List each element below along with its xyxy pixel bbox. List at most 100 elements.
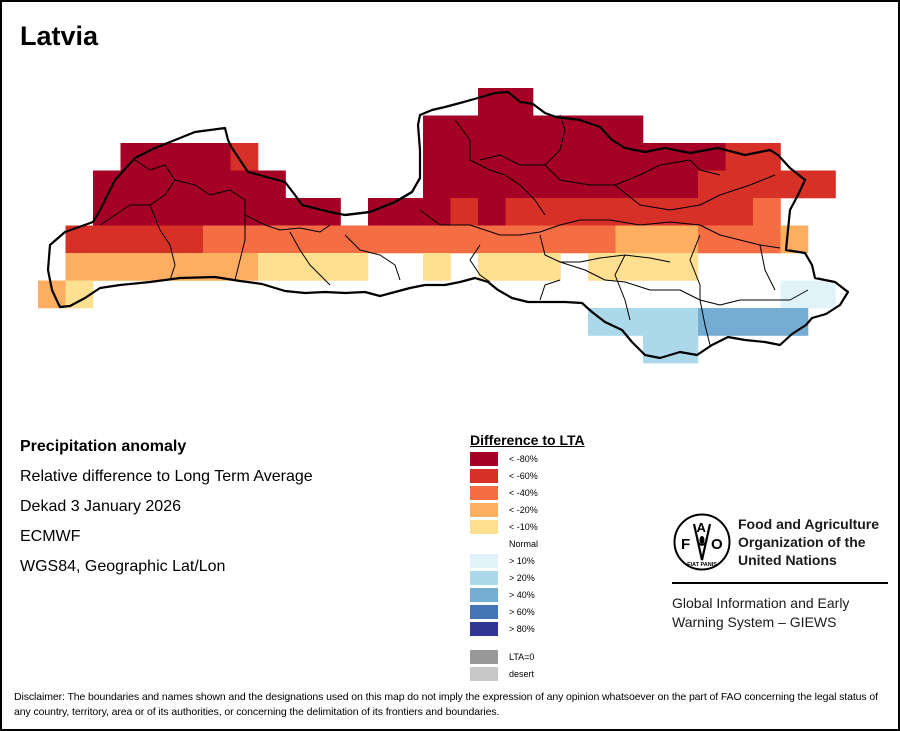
legend-label: > 40% (509, 590, 535, 600)
legend-item: > 40% (470, 588, 535, 602)
legend-label: > 10% (509, 556, 535, 566)
anomaly-cell-lt20 (65, 253, 259, 281)
anomaly-cell-lt80 (368, 198, 451, 226)
legend-item: < -80% (470, 452, 538, 466)
fao-name-line: Organization of the (738, 534, 866, 550)
map-info: Precipitation anomaly Relative differenc… (20, 437, 313, 587)
legend-label: LTA=0 (509, 652, 535, 662)
internal-boundary (759, 244, 776, 291)
gulf-coastline (344, 177, 421, 217)
legend-label: > 20% (509, 573, 535, 583)
anomaly-cell-lt10 (423, 253, 451, 281)
legend-label: > 80% (509, 624, 535, 634)
legend-item: Normal (470, 537, 538, 551)
internal-boundary (544, 159, 721, 186)
anomaly-grid (38, 88, 836, 364)
legend-swatch (470, 469, 498, 483)
legend-swatch (470, 622, 498, 636)
internal-boundary (614, 254, 631, 321)
internal-boundary (99, 159, 176, 226)
anomaly-cell-lt80 (478, 198, 506, 226)
legend-swatch (470, 588, 498, 602)
info-source: ECMWF (20, 528, 81, 545)
disclaimer: Disclaimer: The boundaries and names sho… (14, 691, 878, 718)
info-projection: WGS84, Geographic Lat/Lon (20, 558, 226, 575)
internal-boundary (454, 119, 546, 216)
anomaly-cell-lt40 (753, 198, 781, 226)
legend-swatch (470, 571, 498, 585)
anomaly-cell-gt20 (643, 335, 699, 364)
anomaly-cell-lt20 (780, 225, 809, 254)
anomaly-cell-gt40 (698, 308, 809, 336)
legend-label: < -40% (509, 488, 538, 498)
internal-boundary (289, 231, 331, 286)
fao-name: Food and Agriculture Organization of the… (738, 515, 879, 569)
internal-boundary (149, 204, 176, 281)
fao-logo-icon: F A O FIAT PANIS (673, 513, 731, 571)
fao-logo-motto: FIAT PANIS (687, 562, 717, 568)
legend-swatch (470, 554, 498, 568)
country-boundary (46, 90, 850, 360)
info-heading: Precipitation anomaly (20, 438, 187, 455)
legend-item: > 60% (470, 605, 535, 619)
legend-swatch (470, 486, 498, 500)
legend-label: < -10% (509, 522, 538, 532)
anomaly-map (38, 88, 850, 364)
legend-label: Normal (509, 539, 539, 549)
internal-boundary (234, 215, 246, 281)
legend-label: desert (509, 669, 535, 679)
anomaly-cell-gt10 (780, 280, 836, 309)
anomaly-cell-lt80 (423, 170, 699, 199)
internal-boundary (419, 209, 701, 236)
legend-label: < -60% (509, 471, 538, 481)
fao-logo-letter-o: O (711, 536, 723, 553)
legend: Difference to LTA < -80% < -60% < -40% < -2… (470, 432, 630, 681)
legend-swatch (470, 537, 498, 551)
legend-title: Difference to LTA (470, 432, 585, 448)
anomaly-cell-lt80 (93, 198, 341, 226)
legend-item: > 80% (470, 622, 535, 636)
legend-swatch (470, 452, 498, 466)
legend-item: > 10% (470, 554, 535, 568)
anomaly-cell-lt80 (423, 115, 644, 144)
legend-label: < -80% (509, 454, 538, 464)
giews-line: Global Information and Early (672, 595, 850, 611)
legend-label: < -20% (509, 505, 538, 515)
legend-item: < -10% (470, 520, 538, 534)
anomaly-cell-lt10 (258, 253, 369, 281)
internal-boundary (699, 224, 781, 249)
internal-boundary (469, 244, 491, 283)
fao-logo-letter-a: A (697, 520, 707, 535)
internal-boundary (614, 174, 776, 211)
legend-item: LTA=0 (470, 650, 534, 664)
admin-boundaries (46, 90, 850, 360)
legend-swatch (470, 605, 498, 619)
legend-item: < -40% (470, 486, 538, 500)
internal-boundary (689, 234, 711, 346)
legend-swatch (470, 667, 498, 681)
legend-item: < -60% (470, 469, 538, 483)
anomaly-cell-lt60 (505, 198, 754, 226)
map-title: Latvia (20, 21, 99, 51)
anomaly-cell-lt80 (93, 170, 286, 199)
giews-name: Global Information and Early Warning Sys… (672, 594, 849, 632)
internal-boundary (539, 234, 671, 263)
fao-divider (672, 582, 888, 584)
anomaly-cell-lt60 (65, 225, 204, 254)
legend-item: desert (470, 667, 534, 681)
anomaly-cell-lt80 (423, 143, 726, 171)
fao-name-line: United Nations (738, 552, 837, 568)
fao-name-line: Food and Agriculture (738, 516, 880, 532)
legend-item: < -20% (470, 503, 538, 517)
legend-item: > 20% (470, 571, 535, 585)
anomaly-cell-lt40 (203, 225, 616, 254)
anomaly-cell-lt10 (478, 253, 561, 281)
internal-boundary (539, 279, 561, 301)
anomaly-cell-lt20 (615, 225, 699, 254)
legend-swatch (470, 520, 498, 534)
anomaly-cell-lt60 (450, 198, 479, 226)
legend-swatch (470, 650, 498, 664)
fao-logo-letter-f: F (681, 536, 690, 553)
legend-swatch (470, 503, 498, 517)
